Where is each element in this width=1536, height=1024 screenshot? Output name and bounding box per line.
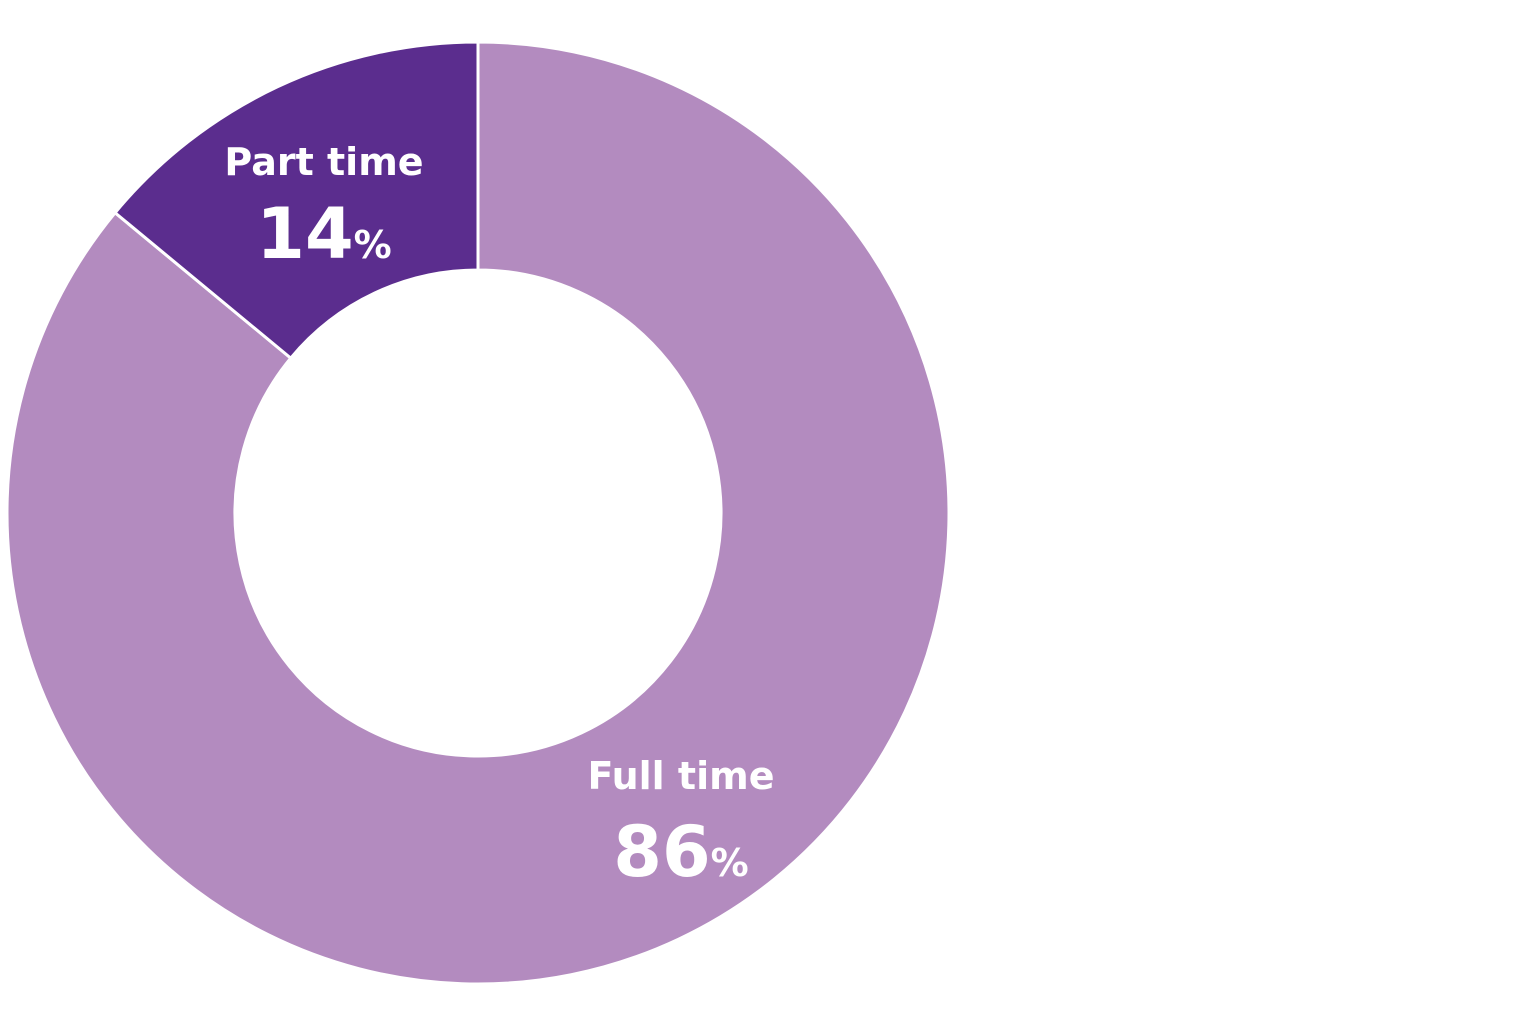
- slice-labels: Full time 86% Part time 14%: [224, 140, 774, 893]
- slice-label-full-time: Full time: [588, 754, 775, 798]
- slice-value-full-time: 86%: [613, 811, 749, 893]
- slice-value-part-time: 14%: [256, 193, 392, 275]
- slice-label-part-time: Part time: [224, 140, 423, 184]
- donut-slices: [5, 40, 951, 986]
- slice-part-time: [112, 40, 480, 361]
- slice-full-time: [5, 40, 951, 986]
